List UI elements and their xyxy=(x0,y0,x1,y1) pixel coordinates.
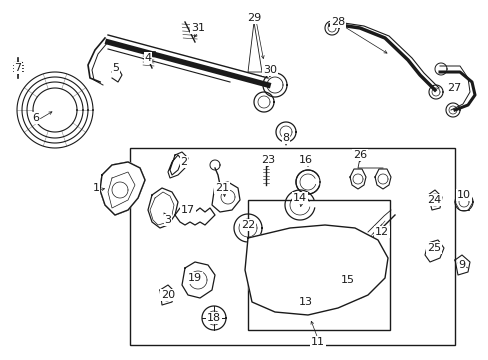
Text: 22: 22 xyxy=(241,220,255,230)
Text: 25: 25 xyxy=(426,243,440,253)
Text: 1: 1 xyxy=(92,183,99,193)
Text: 30: 30 xyxy=(263,65,276,75)
Text: 27: 27 xyxy=(446,83,460,93)
Text: 19: 19 xyxy=(187,273,202,283)
Bar xyxy=(247,200,389,330)
Text: 20: 20 xyxy=(161,290,175,300)
Text: 15: 15 xyxy=(340,275,354,285)
Text: 9: 9 xyxy=(458,260,465,270)
Text: 6: 6 xyxy=(32,113,40,123)
Text: 23: 23 xyxy=(261,155,274,165)
Text: 28: 28 xyxy=(330,17,345,27)
Text: 17: 17 xyxy=(181,205,195,215)
Text: 13: 13 xyxy=(298,297,312,307)
Text: 10: 10 xyxy=(456,190,470,200)
Polygon shape xyxy=(244,225,387,315)
Text: 8: 8 xyxy=(282,133,289,143)
Text: 31: 31 xyxy=(191,23,204,33)
Bar xyxy=(130,148,454,345)
Text: 29: 29 xyxy=(246,13,261,23)
Polygon shape xyxy=(100,162,145,215)
Text: 4: 4 xyxy=(144,53,151,63)
Text: 7: 7 xyxy=(15,63,21,73)
Text: 18: 18 xyxy=(206,313,221,323)
Text: 24: 24 xyxy=(426,195,440,205)
Text: 5: 5 xyxy=(112,63,119,73)
Text: 3: 3 xyxy=(164,215,171,225)
Text: 11: 11 xyxy=(310,337,325,347)
Text: 26: 26 xyxy=(352,150,366,160)
Text: 2: 2 xyxy=(180,157,187,167)
Text: 16: 16 xyxy=(298,155,312,165)
Text: 12: 12 xyxy=(374,227,388,237)
Text: 14: 14 xyxy=(292,193,306,203)
Text: 21: 21 xyxy=(215,183,228,193)
